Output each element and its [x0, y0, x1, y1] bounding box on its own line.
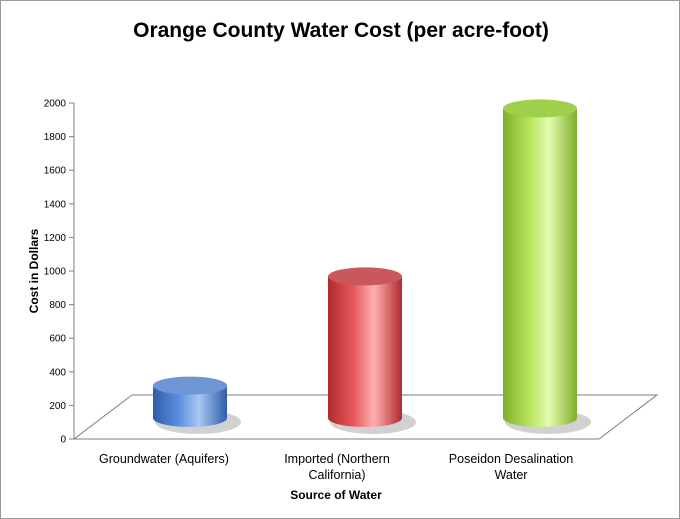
x-axis-categories: Groundwater (Aquifers) Imported (Northern…: [99, 452, 573, 482]
y-tick-label: 200: [49, 401, 66, 412]
x-category-line: California): [309, 468, 366, 482]
bar-body: [153, 385, 227, 427]
bar: [328, 267, 416, 434]
y-tick-label: 1000: [44, 267, 67, 278]
bars: [153, 99, 591, 434]
y-tick-label: 2000: [44, 99, 67, 110]
y-axis-title: Cost in Dollars: [27, 228, 41, 313]
bar: [153, 376, 241, 434]
bar-body: [503, 108, 577, 428]
y-tick-label: 0: [60, 435, 66, 446]
y-tick-label: 1200: [44, 233, 67, 244]
x-category-line: Imported (Northern: [284, 452, 390, 466]
y-tick-label: 400: [49, 367, 66, 378]
y-tick-label: 1600: [44, 166, 67, 177]
bar-top: [328, 267, 402, 286]
x-category-label: Poseidon Desalination Water: [449, 452, 573, 482]
bar-body: [328, 276, 402, 427]
bar: [503, 99, 591, 434]
y-tick-label: 600: [49, 334, 66, 345]
x-category-line: Poseidon Desalination: [449, 452, 573, 466]
chart-title: Orange County Water Cost (per acre-foot): [133, 19, 549, 42]
y-tick-label: 1400: [44, 199, 67, 210]
bar-top: [153, 376, 227, 395]
x-axis-title: Source of Water: [290, 488, 382, 502]
y-axis: 0 200 400 600 800 1000 1200 1400 1600 1800 2000: [44, 99, 75, 446]
x-category-line: Groundwater (Aquifers): [99, 452, 229, 466]
y-tick-label: 800: [49, 300, 66, 311]
x-category-label: Imported (Northern California): [284, 452, 390, 482]
x-category-line: Water: [495, 468, 528, 482]
bar-top: [503, 99, 577, 118]
y-tick-label: 1800: [44, 132, 67, 143]
x-category-label: Groundwater (Aquifers): [99, 452, 229, 466]
